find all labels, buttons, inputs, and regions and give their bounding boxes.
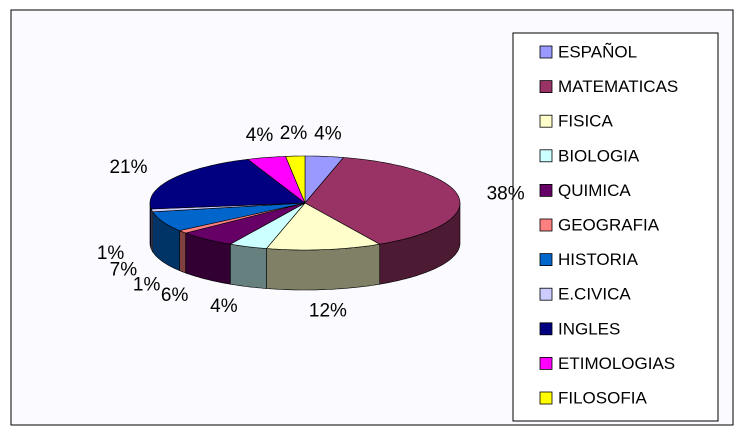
slice	[304, 157, 461, 245]
legend-label: E.CIVICA	[558, 285, 631, 304]
legend-swatch	[539, 114, 553, 128]
legend-label: BIOLOGIA	[558, 146, 640, 165]
legend-swatch	[539, 322, 553, 336]
slice	[265, 202, 381, 251]
data-label: 1%	[97, 243, 125, 264]
data-label: 4%	[314, 124, 342, 145]
legend-swatch	[539, 253, 553, 267]
data-label: 38%	[487, 183, 525, 204]
legend-label: HISTORIA	[558, 250, 639, 269]
legend-label: GEOGRAFIA	[558, 215, 660, 234]
slice-side	[266, 243, 380, 291]
data-label: 4%	[210, 296, 238, 317]
slice-side	[230, 243, 267, 289]
legend-swatch	[539, 218, 553, 232]
legend-swatch	[539, 80, 553, 93]
data-label: 2%	[280, 123, 308, 144]
legend-label: ETIMOLOGIAS	[558, 354, 675, 373]
data-label: 12%	[309, 301, 347, 322]
slice-side	[179, 230, 186, 274]
legend-label: INGLES	[558, 319, 620, 338]
legend-label: ESPAÑOL	[558, 42, 637, 61]
slice-side	[149, 203, 152, 250]
data-label: 4%	[246, 125, 274, 146]
legend-label: QUIMICA	[558, 181, 631, 200]
legend-swatch	[539, 391, 553, 405]
data-label: 21%	[109, 157, 147, 178]
legend-swatch	[539, 149, 553, 163]
legend-swatch	[539, 356, 553, 370]
slice	[229, 202, 306, 249]
slice	[149, 158, 306, 210]
slice	[184, 202, 306, 245]
legend-swatch	[539, 45, 553, 59]
data-label: 1%	[133, 274, 161, 295]
slice	[285, 155, 306, 204]
legend-label: FISICA	[558, 112, 613, 131]
slice	[247, 156, 306, 204]
legend-label: FILOSOFIA	[558, 388, 647, 407]
data-label: 6%	[161, 285, 189, 306]
data-label: 7%	[110, 259, 138, 280]
legend-swatch	[539, 287, 553, 301]
legend-swatch	[539, 183, 553, 197]
legend-label: MATEMATICAS	[558, 77, 678, 96]
